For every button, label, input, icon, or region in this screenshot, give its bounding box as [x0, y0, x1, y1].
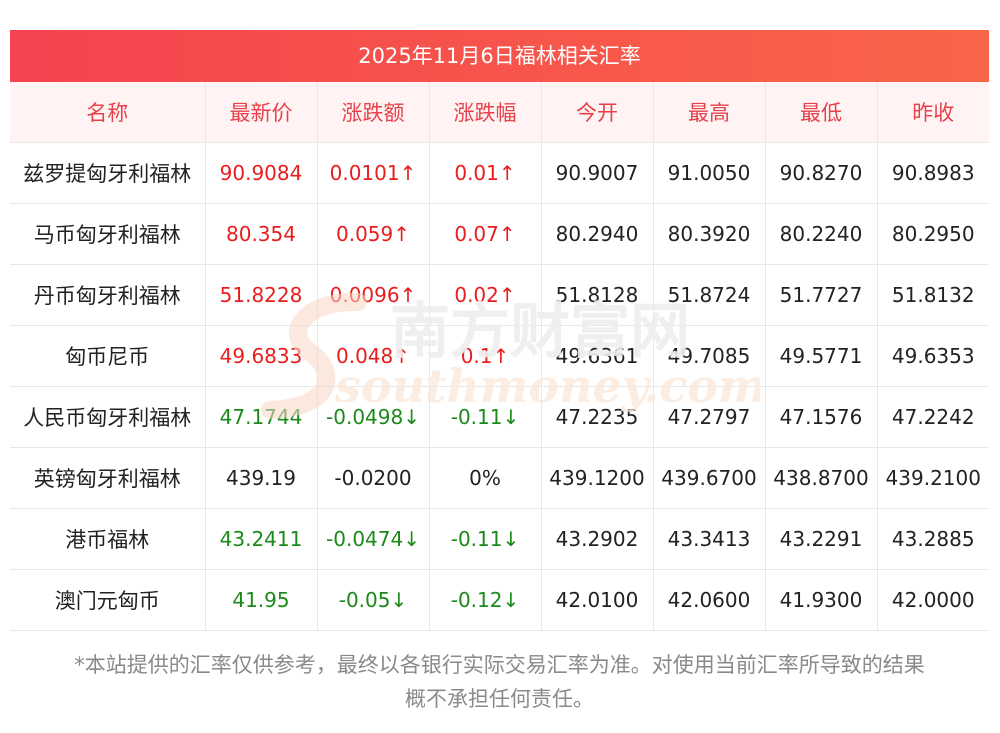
change-percent: 0%	[429, 447, 542, 509]
change-percent: -0.12↓	[429, 569, 542, 631]
column-header-high: 最高	[653, 82, 766, 143]
change-percent: 0.07↑	[429, 203, 542, 265]
prev-close: 47.2242	[877, 386, 989, 448]
open-price: 90.9007	[541, 142, 654, 204]
change-amount: -0.0498↓	[317, 386, 430, 448]
table-row: 澳门元匈币 41.95 -0.05↓ -0.12↓ 42.0100 42.060…	[10, 569, 989, 631]
change-amount: -0.05↓	[317, 569, 430, 631]
prev-close: 43.2885	[877, 508, 989, 570]
latest-price: 80.354	[205, 203, 318, 265]
change-amount: 0.0101↑	[317, 142, 430, 204]
column-header-open: 今开	[541, 82, 654, 143]
currency-pair-name: 兹罗提匈牙利福林	[10, 142, 206, 204]
low-price: 41.9300	[765, 569, 878, 631]
table-row: 匈币尼币 49.6833 0.048↑ 0.1↑ 49.6361 49.7085…	[10, 325, 989, 387]
open-price: 43.2902	[541, 508, 654, 570]
currency-pair-name: 港币福林	[10, 508, 206, 570]
latest-price: 439.19	[205, 447, 318, 509]
change-amount: -0.0474↓	[317, 508, 430, 570]
low-price: 438.8700	[765, 447, 878, 509]
change-amount: 0.0096↑	[317, 264, 430, 326]
change-amount: 0.048↑	[317, 325, 430, 387]
exchange-rate-table: 名称 最新价 涨跌额 涨跌幅 今开 最高 最低 昨收 兹罗提匈牙利福林 90.9…	[10, 82, 989, 631]
low-price: 51.7727	[765, 264, 878, 326]
prev-close: 90.8983	[877, 142, 989, 204]
table-title: 2025年11月6日福林相关汇率	[10, 30, 989, 82]
low-price: 49.5771	[765, 325, 878, 387]
high-price: 49.7085	[653, 325, 766, 387]
currency-pair-name: 丹币匈牙利福林	[10, 264, 206, 326]
currency-pair-name: 英镑匈牙利福林	[10, 447, 206, 509]
high-price: 51.8724	[653, 264, 766, 326]
low-price: 47.1576	[765, 386, 878, 448]
latest-price: 43.2411	[205, 508, 318, 570]
low-price: 90.8270	[765, 142, 878, 204]
high-price: 91.0050	[653, 142, 766, 204]
change-percent: 0.1↑	[429, 325, 542, 387]
open-price: 439.1200	[541, 447, 654, 509]
latest-price: 90.9084	[205, 142, 318, 204]
column-header-change: 涨跌额	[317, 82, 430, 143]
prev-close: 51.8132	[877, 264, 989, 326]
table-row: 港币福林 43.2411 -0.0474↓ -0.11↓ 43.2902 43.…	[10, 508, 989, 570]
open-price: 80.2940	[541, 203, 654, 265]
latest-price: 47.1744	[205, 386, 318, 448]
latest-price: 49.6833	[205, 325, 318, 387]
change-amount: 0.059↑	[317, 203, 430, 265]
open-price: 47.2235	[541, 386, 654, 448]
table-row: 兹罗提匈牙利福林 90.9084 0.0101↑ 0.01↑ 90.9007 9…	[10, 142, 989, 204]
low-price: 80.2240	[765, 203, 878, 265]
prev-close: 439.2100	[877, 447, 989, 509]
high-price: 43.3413	[653, 508, 766, 570]
prev-close: 49.6353	[877, 325, 989, 387]
change-percent: 0.02↑	[429, 264, 542, 326]
rate-table-container: 2025年11月6日福林相关汇率 名称 最新价 涨跌额 涨跌幅 今开 最高 最低…	[10, 30, 989, 631]
column-header-name: 名称	[10, 82, 206, 143]
change-amount: -0.0200	[317, 447, 430, 509]
change-percent: 0.01↑	[429, 142, 542, 204]
disclaimer-line-1: *本站提供的汇率仅供参考，最终以各银行实际交易汇率为准。对使用当前汇率所导致的结…	[74, 653, 925, 677]
currency-pair-name: 匈币尼币	[10, 325, 206, 387]
table-row: 丹币匈牙利福林 51.8228 0.0096↑ 0.02↑ 51.8128 51…	[10, 264, 989, 326]
table-row: 马币匈牙利福林 80.354 0.059↑ 0.07↑ 80.2940 80.3…	[10, 203, 989, 265]
table-header-row: 名称 最新价 涨跌额 涨跌幅 今开 最高 最低 昨收	[10, 82, 989, 143]
table-row: 人民币匈牙利福林 47.1744 -0.0498↓ -0.11↓ 47.2235…	[10, 386, 989, 448]
change-percent: -0.11↓	[429, 386, 542, 448]
change-percent: -0.11↓	[429, 508, 542, 570]
high-price: 42.0600	[653, 569, 766, 631]
disclaimer-line-2: 概不承担任何责任。	[405, 687, 594, 711]
high-price: 47.2797	[653, 386, 766, 448]
table-row: 英镑匈牙利福林 439.19 -0.0200 0% 439.1200 439.6…	[10, 447, 989, 509]
high-price: 439.6700	[653, 447, 766, 509]
latest-price: 41.95	[205, 569, 318, 631]
currency-pair-name: 马币匈牙利福林	[10, 203, 206, 265]
open-price: 42.0100	[541, 569, 654, 631]
disclaimer: *本站提供的汇率仅供参考，最终以各银行实际交易汇率为准。对使用当前汇率所导致的结…	[10, 648, 989, 716]
high-price: 80.3920	[653, 203, 766, 265]
open-price: 49.6361	[541, 325, 654, 387]
open-price: 51.8128	[541, 264, 654, 326]
column-header-prev: 昨收	[877, 82, 989, 143]
low-price: 43.2291	[765, 508, 878, 570]
column-header-pct: 涨跌幅	[429, 82, 542, 143]
currency-pair-name: 澳门元匈币	[10, 569, 206, 631]
column-header-latest: 最新价	[205, 82, 318, 143]
latest-price: 51.8228	[205, 264, 318, 326]
column-header-low: 最低	[765, 82, 878, 143]
prev-close: 42.0000	[877, 569, 989, 631]
currency-pair-name: 人民币匈牙利福林	[10, 386, 206, 448]
prev-close: 80.2950	[877, 203, 989, 265]
